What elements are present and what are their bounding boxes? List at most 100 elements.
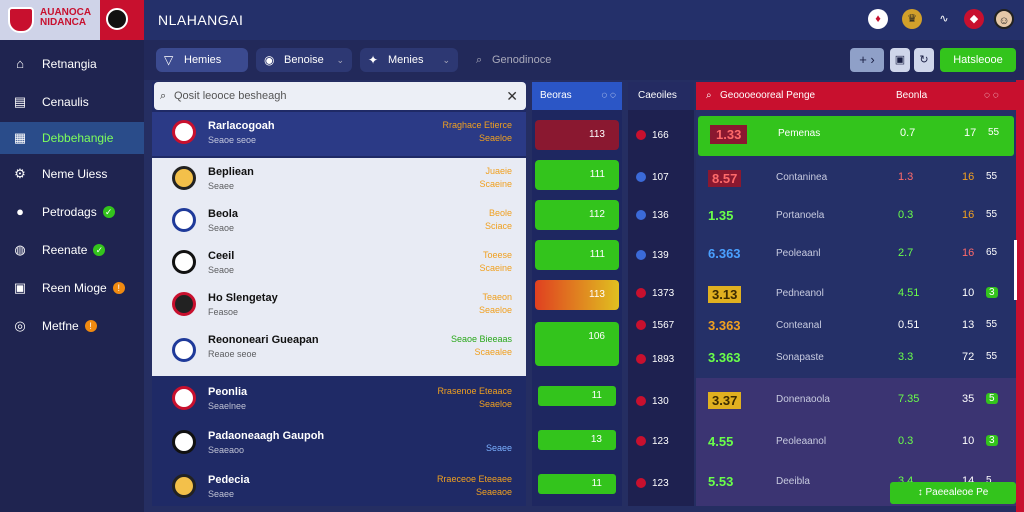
- stat-b: 10: [962, 287, 975, 299]
- avatar[interactable]: ☺: [994, 9, 1014, 29]
- logo-text: AUANOCA NIDANCA: [40, 8, 100, 28]
- stats-row-highlight[interactable]: 1.33 Pemenas 0.7 17 55: [698, 116, 1014, 156]
- stats-row[interactable]: 3.363 Conteanal 0.51 13 55: [696, 308, 1016, 344]
- sidebar-item-target[interactable]: ◎ Metfne!: [0, 310, 144, 342]
- sidebar-item-grid[interactable]: ▦ Debbehangie: [0, 122, 144, 154]
- tablet-icon: ▤: [13, 94, 27, 109]
- sidebar-item-tablet[interactable]: ▤ Cenaulis: [0, 86, 144, 118]
- stats-header[interactable]: ⌕ Geoooeooreal Penge Beonla ◌ ◌: [696, 82, 1016, 110]
- table-row[interactable]: Reononeari Gueapan Reaoe seoe Seaoe Biee…: [152, 326, 526, 376]
- table-row[interactable]: Pedecia Seaee Rraeceoe Eteeaee Seaeaoe: [152, 466, 526, 506]
- team-meta: Seaoe Bieeaas: [450, 334, 512, 344]
- stats-icon[interactable]: ∿: [939, 13, 949, 25]
- filter-icon: ▽: [164, 53, 174, 67]
- kit-column-header[interactable]: Beoras ◌ ◌: [532, 82, 622, 110]
- notification-icon[interactable]: ♦: [868, 9, 888, 29]
- stat-c: 55: [986, 351, 998, 362]
- sidebar-item-home[interactable]: ⌂ Retnangia: [0, 48, 144, 80]
- team-sub: Reaoe seoe: [208, 349, 257, 359]
- bottom-action-button[interactable]: ↕ Paeealeoe Pe: [890, 482, 1016, 504]
- primary-action-button[interactable]: Hatsleooe: [940, 48, 1016, 72]
- stat-c: 55: [986, 209, 998, 220]
- stat-a: 3.3: [898, 351, 914, 363]
- team-sub: Seaoe: [208, 223, 235, 233]
- table-row[interactable]: Rarlacogoah Seaoe seoe Rraghace Etierce …: [152, 112, 526, 156]
- add-button[interactable]: + ›: [850, 48, 884, 72]
- stat-c: 55: [986, 171, 998, 182]
- filter-button-3[interactable]: ✦ Menies ⌄: [360, 48, 458, 72]
- id-cell: 1893: [636, 354, 674, 365]
- kit-chip[interactable]: 111: [535, 240, 619, 270]
- table-row[interactable]: Ceeil Seaoe Toeese Scaeine: [152, 242, 526, 284]
- trophy-icon[interactable]: ♛: [902, 9, 922, 29]
- stat-label: Contaninea: [776, 172, 828, 183]
- stat-a: 7.35: [898, 393, 920, 405]
- filter-button-1[interactable]: ▽ Hemies: [156, 48, 248, 72]
- toolbar-search[interactable]: ⌕ Genodinoce: [474, 48, 551, 72]
- stat-a: 0.3: [898, 209, 914, 221]
- stat-label: Peoleaanol: [776, 436, 827, 447]
- sidebar: AUANOCA NIDANCA ⌂ Retnangia ▤ Cenaulis ▦ De…: [0, 0, 144, 512]
- stat-b: 13: [962, 319, 975, 331]
- stat-b: 16: [962, 247, 975, 259]
- team-name: Bepliean: [208, 166, 254, 178]
- id-cell: 130: [636, 396, 669, 407]
- team-meta: Rraghace Etierce: [442, 120, 512, 130]
- stats-row[interactable]: 4.55 Peoleaanol 0.3 10 3: [696, 424, 1016, 460]
- stat-a: 0.7: [900, 127, 916, 139]
- stat-label: Pedneanol: [776, 288, 824, 299]
- help-icon[interactable]: ◌ ◌: [984, 90, 999, 101]
- table-row[interactable]: Beola Seaoe Beole Sciace: [152, 200, 526, 242]
- team-meta-sub: Seaeloe: [478, 399, 512, 409]
- stat-value: 3.13: [708, 286, 742, 303]
- sidebar-item-bus[interactable]: ▣ Reen Mioge!: [0, 272, 144, 304]
- team-search-input[interactable]: ⌕ Qosit leooce besheagh ✕: [154, 82, 526, 110]
- app-logo[interactable]: AUANOCA NIDANCA: [0, 0, 144, 40]
- sidebar-item-globe[interactable]: ◍ Reenate ✓: [0, 234, 144, 266]
- chevron-down-icon: ⌄: [336, 55, 344, 65]
- scrollbar-thumb[interactable]: [1014, 240, 1017, 300]
- refresh-icon: ↻: [919, 54, 929, 66]
- kit-chip[interactable]: 106: [535, 322, 619, 366]
- kit-pill[interactable]: 13: [538, 430, 616, 450]
- filter-button-2[interactable]: ◉ Benoise ⌄: [256, 48, 352, 72]
- shield-icon[interactable]: ◆: [964, 9, 984, 29]
- id-cell: 1373: [636, 288, 674, 299]
- kit-chip[interactable]: 113: [535, 280, 619, 310]
- save-icon-button[interactable]: ▣: [890, 48, 910, 72]
- stats-row[interactable]: 3.363 Sonapaste 3.3 72 55: [696, 340, 1016, 376]
- table-row[interactable]: Ho Slengetay Feasoe Teaeon Seaeloe: [152, 284, 526, 326]
- table-row[interactable]: Bepliean Seaee Juaeie Scaeine: [152, 158, 526, 200]
- stats-row[interactable]: 1.35 Portanoela 0.3 16 55: [696, 198, 1016, 234]
- sidebar-item-user[interactable]: ● Petrodags ✓: [0, 196, 144, 228]
- kit-chip[interactable]: 113: [535, 120, 619, 150]
- kit-pill[interactable]: 11: [538, 474, 616, 494]
- refresh-button[interactable]: ↻: [914, 48, 934, 72]
- team-meta-sub: Seaeloe: [478, 133, 512, 143]
- stats-row[interactable]: 3.13 Pedneanol 4.51 10 3: [696, 276, 1016, 312]
- kit-chip[interactable]: 111: [535, 160, 619, 190]
- table-row[interactable]: Peonlia Seaelnee Rrasenoe Eteaace Seaelo…: [152, 378, 526, 422]
- club-crest-icon: [172, 120, 196, 144]
- stat-value: 3.363: [708, 318, 741, 333]
- close-icon[interactable]: ✕: [506, 88, 518, 104]
- team-meta: Rrasenoe Eteaace: [437, 386, 512, 396]
- stats-header-col: Beonla: [896, 90, 928, 101]
- id-cell: 136: [636, 210, 669, 221]
- sidebar-item-settings[interactable]: ⚙ Neme Uiess: [0, 158, 144, 190]
- kit-chip[interactable]: 112: [535, 200, 619, 230]
- id-value: 1373: [652, 288, 675, 299]
- team-meta: Beole: [488, 208, 512, 218]
- table-row[interactable]: Padaoneaagh Gaupoh Seaeaoo Seaee: [152, 422, 526, 466]
- id-column-header[interactable]: Caeoiles: [628, 82, 694, 110]
- kit-column-title: Beoras: [540, 90, 572, 101]
- stat-label: Portanoela: [776, 210, 825, 221]
- status-dot-icon: [636, 210, 646, 221]
- stats-row[interactable]: 3.37 Donenaoola 7.35 35 5: [696, 382, 1016, 418]
- id-value: 1567: [652, 320, 675, 331]
- stats-row[interactable]: 6.363 Peoleaanl 2.7 16 65: [696, 236, 1016, 272]
- kit-pill[interactable]: 11: [538, 386, 616, 406]
- team-meta-sub: Seaee: [485, 443, 512, 453]
- status-dot-icon: [636, 288, 646, 299]
- stats-row[interactable]: 8.57 Contaninea 1.3 16 55: [696, 160, 1016, 196]
